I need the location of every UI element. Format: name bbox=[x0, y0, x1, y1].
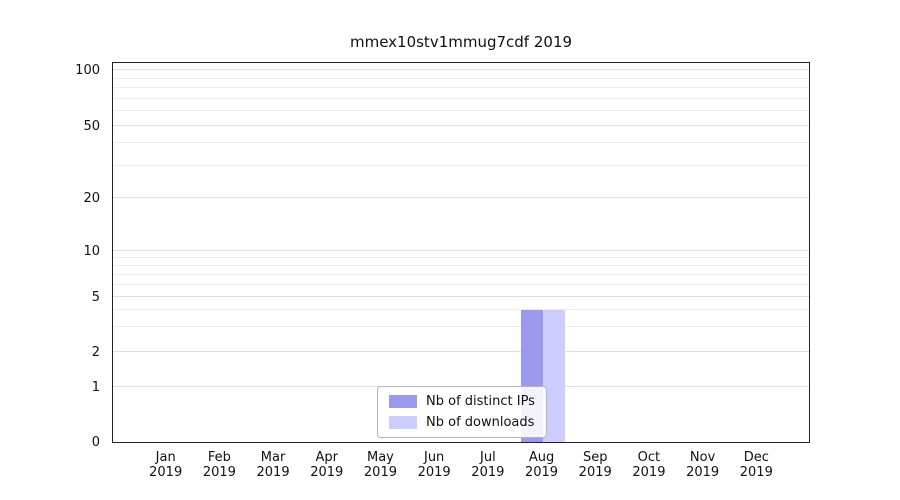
x-tick-label: Dec 2019 bbox=[739, 450, 773, 480]
minor-gridline bbox=[113, 110, 809, 111]
major-gridline bbox=[113, 250, 809, 251]
x-tick-label: Feb 2019 bbox=[202, 450, 236, 480]
major-gridline bbox=[113, 69, 809, 70]
major-gridline bbox=[113, 351, 809, 352]
x-tick-label: Apr 2019 bbox=[310, 450, 344, 480]
minor-gridline bbox=[113, 78, 809, 79]
y-tick-label: 0 bbox=[91, 435, 100, 450]
minor-gridline bbox=[113, 87, 809, 88]
x-tick-label: Sep 2019 bbox=[578, 450, 612, 480]
x-tick-label: Mar 2019 bbox=[256, 450, 290, 480]
x-tick-label: May 2019 bbox=[363, 450, 397, 480]
minor-gridline bbox=[113, 265, 809, 266]
minor-gridline bbox=[113, 98, 809, 99]
minor-gridline bbox=[113, 326, 809, 327]
minor-gridline bbox=[113, 142, 809, 143]
x-tick-label: Jan 2019 bbox=[149, 450, 183, 480]
x-tick-label: Oct 2019 bbox=[632, 450, 666, 480]
x-tick-label: Jun 2019 bbox=[417, 450, 451, 480]
y-tick-label: 100 bbox=[75, 63, 100, 79]
y-tick-label: 2 bbox=[91, 344, 100, 360]
x-tick-label: Nov 2019 bbox=[686, 450, 720, 480]
y-tick-label: 5 bbox=[91, 289, 100, 305]
minor-gridline bbox=[113, 165, 809, 166]
chart-title: mmex10stv1mmug7cdf 2019 bbox=[349, 33, 573, 51]
y-tick-label: 10 bbox=[83, 244, 100, 260]
legend-item: Nb of distinct IPs bbox=[389, 394, 535, 409]
legend-swatch-distinct-ips bbox=[389, 395, 417, 408]
minor-gridline bbox=[113, 309, 809, 310]
minor-gridline bbox=[113, 274, 809, 275]
major-gridline bbox=[113, 125, 809, 126]
legend-label: Nb of distinct IPs bbox=[426, 394, 535, 409]
y-tick-label: 1 bbox=[91, 379, 100, 395]
major-gridline bbox=[113, 296, 809, 297]
major-gridline bbox=[113, 197, 809, 198]
bar-downloads bbox=[543, 310, 565, 442]
legend-swatch-downloads bbox=[389, 416, 417, 429]
legend-item: Nb of downloads bbox=[389, 415, 535, 430]
legend: Nb of distinct IPs Nb of downloads bbox=[377, 386, 547, 438]
x-tick-label: Jul 2019 bbox=[471, 450, 505, 480]
minor-gridline bbox=[113, 284, 809, 285]
minor-gridline bbox=[113, 257, 809, 258]
y-tick-label: 20 bbox=[83, 191, 100, 207]
x-tick-label: Aug 2019 bbox=[524, 450, 559, 480]
y-tick-label: 50 bbox=[83, 118, 100, 134]
plot-area: Nb of distinct IPs Nb of downloads bbox=[112, 62, 810, 443]
legend-label: Nb of downloads bbox=[426, 415, 535, 430]
